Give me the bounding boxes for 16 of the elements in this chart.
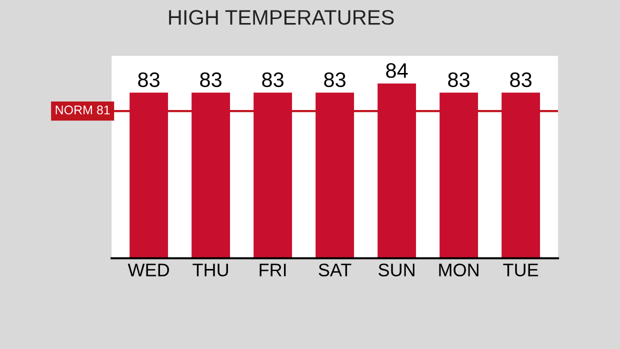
x-tick-label: SUN — [378, 264, 414, 276]
data-label: 83 — [448, 72, 470, 88]
x-tick-label: SAT — [318, 264, 352, 276]
x-tick-label: WED — [128, 264, 169, 276]
ref-line-label: NORM 81 — [56, 106, 110, 114]
x-tick-label: TUE — [503, 264, 538, 276]
data-label: 83 — [510, 72, 532, 88]
x-tick-label: FRI — [260, 264, 286, 276]
chart-title: HIGH TEMPERATURES — [169, 10, 394, 25]
x-tick-label: THU — [192, 264, 228, 276]
data-label: 84 — [386, 63, 408, 78]
data-label: 83 — [200, 72, 222, 88]
data-label: 83 — [262, 72, 284, 88]
data-label: 83 — [324, 72, 346, 88]
data-label: 83 — [138, 72, 160, 88]
x-tick-label: MON — [439, 264, 478, 276]
